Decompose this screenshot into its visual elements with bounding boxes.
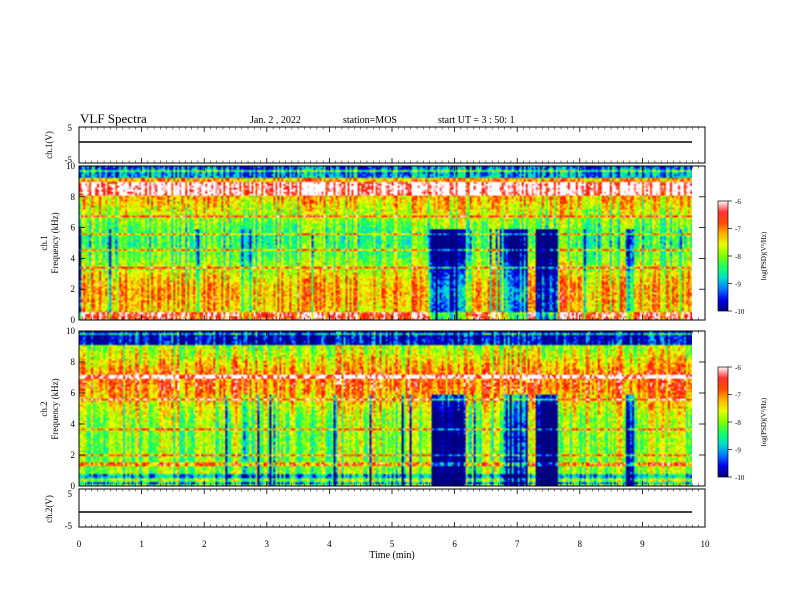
ch1-spectrogram-image xyxy=(79,166,692,320)
ch2-wave-ylabel: ch.2(V) xyxy=(44,495,54,523)
y-tick-label: 8 xyxy=(71,192,76,202)
y-tick-label: 0 xyxy=(71,481,76,491)
x-tick-label: 8 xyxy=(578,539,583,549)
ch2-waveform-frame xyxy=(78,488,706,528)
ch1-spectrogram-yaxis: 0 2 4 6 8 10 xyxy=(66,161,705,325)
y-tick-label: 10 xyxy=(66,161,76,171)
colorbar-tick-label: -8 xyxy=(735,253,741,261)
colorbar-tick-label: -10 xyxy=(735,474,745,482)
ch2-spectrogram-panel: 0 2 4 6 8 10 ch.2 Frequency (kHz) xyxy=(39,326,706,491)
x-tick-label: 5 xyxy=(390,539,395,549)
ch1-wave-ytick-bottom: -5 xyxy=(65,155,73,165)
ch1-spec-ylabel-frequency: Frequency (kHz) xyxy=(50,212,60,273)
x-tick-label: 3 xyxy=(265,539,270,549)
ch1-spec-ylabel-channel: ch.1 xyxy=(39,235,49,250)
ch1-spectrogram-panel: 0 2 4 6 8 10 ch.1 Frequency (kHz) xyxy=(39,161,706,325)
colorbar-tick-label: -8 xyxy=(735,419,741,427)
y-tick-label: 2 xyxy=(71,284,76,294)
ch2-spec-ylabel-channel: ch.2 xyxy=(39,401,49,416)
figure-title: VLF Spectra xyxy=(80,111,147,126)
date-label: Jan. 2 , 2022 xyxy=(250,115,301,126)
x-tick-label: 4 xyxy=(327,539,332,549)
colorbar-tick-label: -6 xyxy=(735,198,741,206)
ch2-spectrogram-yaxis: 0 2 4 6 8 10 xyxy=(66,326,705,491)
ch2-colorbar: -6 -7 -8 -9 -10 log(PSD)(V²/Hz) xyxy=(717,364,768,482)
ch2-wave-ytick-bottom: -5 xyxy=(65,521,73,531)
ch2-colorbar-label: log(PSD)(V²/Hz) xyxy=(760,397,768,446)
station-label: station=MOS xyxy=(343,115,397,126)
x-tick-label: 0 xyxy=(77,539,82,549)
x-tick-label: 2 xyxy=(202,539,207,549)
ch2-wave-ytick-top: 5 xyxy=(68,489,73,499)
start-time-label: start UT = 3 : 50: 1 xyxy=(438,115,515,126)
ch2-colorbar-gradient xyxy=(717,366,729,478)
x-tick-label: 9 xyxy=(640,539,645,549)
time-axis: 0 1 2 3 4 5 6 7 8 9 10 xyxy=(77,127,710,549)
colorbar-tick-label: -10 xyxy=(735,308,745,316)
y-tick-label: 4 xyxy=(71,419,76,429)
ch2-waveform-panel: 5 -5 ch.2(V) xyxy=(44,488,706,531)
colorbar-tick-label: -7 xyxy=(735,226,741,234)
ch2-spectrogram-image xyxy=(79,331,692,486)
colorbar-tick-label: -7 xyxy=(735,392,741,400)
ch2-colorbar-ticks: -6 -7 -8 -9 -10 xyxy=(728,364,745,482)
ch1-waveform-frame xyxy=(78,126,706,164)
ch1-wave-ytick-top: 5 xyxy=(68,123,73,133)
colorbar-tick-label: -9 xyxy=(735,447,741,455)
ch1-waveform-panel: 5 -5 ch.1(V) xyxy=(44,123,706,165)
y-tick-label: 2 xyxy=(71,450,76,460)
ch2-spec-ylabel-frequency: Frequency (kHz) xyxy=(50,378,60,439)
colorbar-tick-label: -6 xyxy=(735,364,741,372)
ch1-wave-ylabel: ch.1(V) xyxy=(44,131,54,159)
x-tick-label: 1 xyxy=(139,539,144,549)
ch1-colorbar-ticks: -6 -7 -8 -9 -10 xyxy=(728,198,745,316)
colorbar-tick-label: -9 xyxy=(735,281,741,289)
y-tick-label: 6 xyxy=(71,223,76,233)
y-tick-label: 4 xyxy=(71,253,76,263)
time-axis-label: Time (min) xyxy=(369,550,414,561)
y-tick-label: 8 xyxy=(71,357,76,367)
y-tick-label: 10 xyxy=(66,326,76,336)
y-tick-label: 0 xyxy=(71,315,76,325)
x-tick-label: 6 xyxy=(452,539,457,549)
ch1-colorbar-label: log(PSD)(V²/Hz) xyxy=(760,231,768,280)
x-tick-label: 10 xyxy=(701,539,711,549)
ch1-colorbar-gradient xyxy=(717,200,729,312)
ch1-colorbar: -6 -7 -8 -9 -10 log(PSD)(V²/Hz) xyxy=(717,198,768,316)
x-tick-label: 7 xyxy=(515,539,520,549)
y-tick-label: 6 xyxy=(71,388,76,398)
